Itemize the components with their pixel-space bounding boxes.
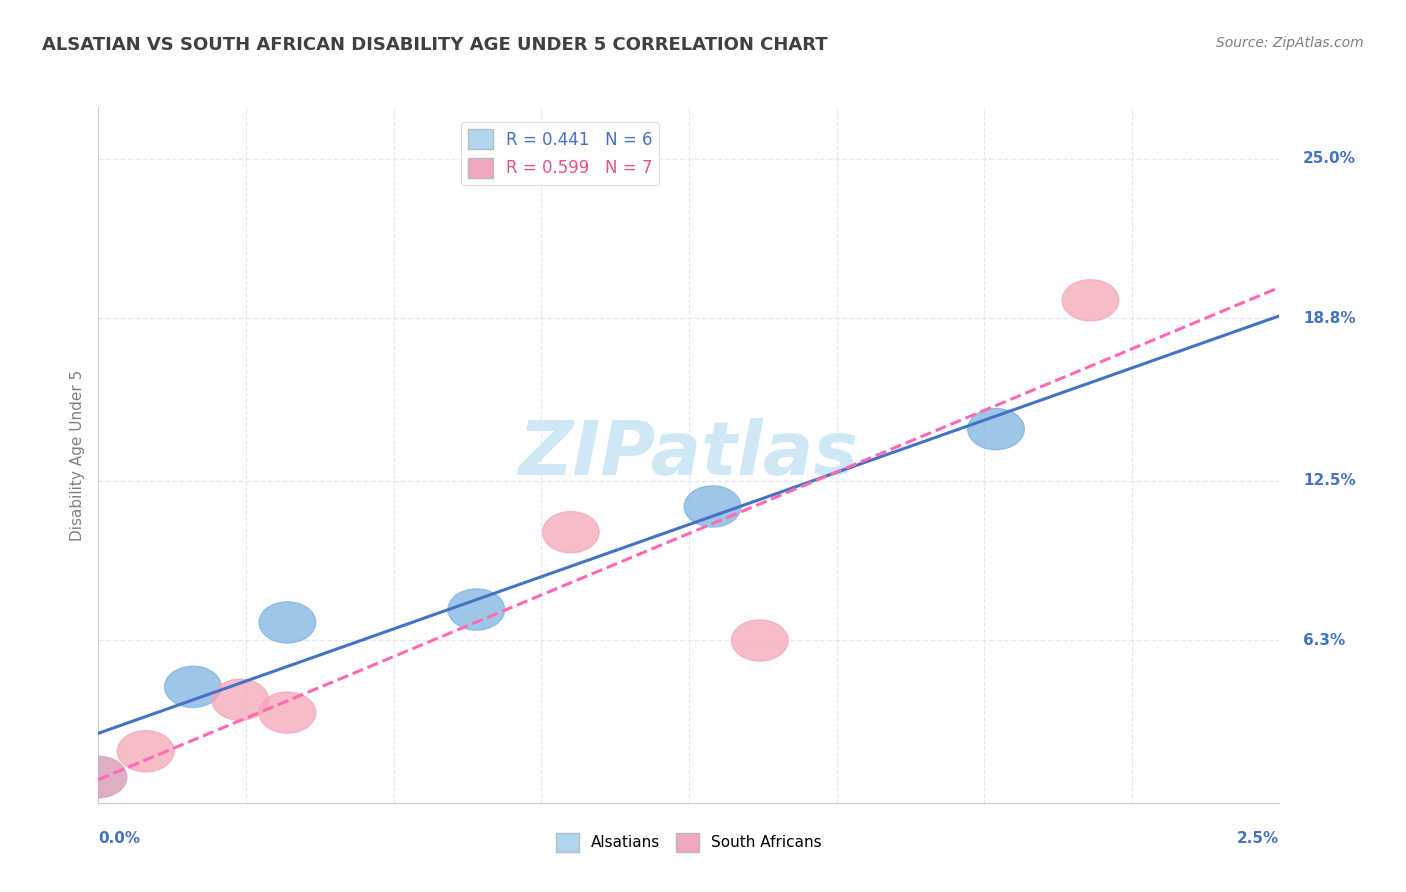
Ellipse shape — [1062, 280, 1119, 321]
Ellipse shape — [543, 512, 599, 553]
Text: ZIPatlas: ZIPatlas — [519, 418, 859, 491]
Text: 12.5%: 12.5% — [1303, 473, 1355, 488]
Y-axis label: Disability Age Under 5: Disability Age Under 5 — [69, 369, 84, 541]
Ellipse shape — [731, 620, 789, 661]
Text: 25.0%: 25.0% — [1303, 151, 1355, 166]
Text: ALSATIAN VS SOUTH AFRICAN DISABILITY AGE UNDER 5 CORRELATION CHART: ALSATIAN VS SOUTH AFRICAN DISABILITY AGE… — [42, 36, 828, 54]
Ellipse shape — [967, 409, 1025, 450]
Text: 2.5%: 2.5% — [1237, 830, 1279, 846]
Text: 6.3%: 6.3% — [1303, 633, 1346, 648]
Ellipse shape — [70, 756, 127, 797]
Ellipse shape — [165, 666, 221, 707]
Ellipse shape — [259, 692, 316, 733]
Text: Source: ZipAtlas.com: Source: ZipAtlas.com — [1216, 36, 1364, 50]
Ellipse shape — [259, 602, 316, 643]
Ellipse shape — [685, 486, 741, 527]
Ellipse shape — [117, 731, 174, 772]
Legend: Alsatians, South Africans: Alsatians, South Africans — [550, 827, 828, 858]
Text: 18.8%: 18.8% — [1303, 310, 1355, 326]
Text: 0.0%: 0.0% — [98, 830, 141, 846]
Ellipse shape — [449, 589, 505, 630]
Ellipse shape — [70, 756, 127, 797]
Ellipse shape — [212, 679, 269, 721]
